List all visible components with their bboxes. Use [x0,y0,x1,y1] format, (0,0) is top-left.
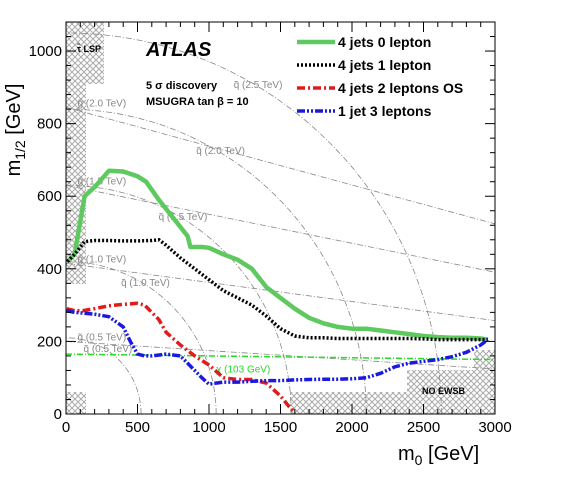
no-ewsb-region-c [474,350,495,375]
low-m12-region [66,392,86,414]
y-axis-title: m1/2 [GeV] [3,84,28,177]
squark-contour [66,261,217,414]
experiment-label: ATLAS [145,39,212,61]
squark-contour [66,32,442,414]
x-tick-label: 2500 [407,419,440,436]
gluino-contour [66,341,495,370]
squark-contour [66,108,367,414]
gluino-contour [66,184,495,273]
squark-contour [66,184,292,414]
x-axis-ticks: 0 500 1000 1500 2000 2500 3000 [62,22,512,436]
squark-contour-label: q̃ (0.5 TeV) [83,344,132,355]
mass-contours [66,32,495,414]
squark-contour-label: q̃ (1.0 TeV) [121,278,170,289]
stau-lsp-region [66,22,104,84]
legend-label-1: 4 jets 0 lepton [338,34,431,50]
y-tick-label: 800 [37,116,62,133]
x-tick-label: 2000 [335,419,368,436]
squark-contour-label: q̃ (2.0 TeV) [196,146,245,157]
series-lines [66,168,489,414]
series-line-4 [66,308,489,386]
stau-lsp-label: τ̃ LSP [76,43,101,54]
y-axis-ticks: 0 200 400 600 800 1000 [29,21,495,423]
info-line-1: 5 σ discovery [146,80,218,92]
squark-contour [66,337,142,414]
squark-contour-label: q̃ (1.5 TeV) [158,212,207,223]
higgs-label: χ (103 GeV) [216,364,270,375]
squark-contour-label: q̃ (2.5 TeV) [234,80,283,91]
gluino-contour [66,106,495,225]
y-tick-label: 600 [37,188,62,205]
series-line-2 [66,238,488,342]
x-tick-label: 500 [125,419,150,436]
x-tick-label: 0 [62,419,70,436]
x-tick-label: 3000 [478,419,511,436]
series-line-3 [66,301,297,414]
info-line-2: MSUGRA tan β = 10 [146,96,249,108]
x-tick-label: 1000 [192,419,225,436]
y-tick-label: 1000 [29,43,62,60]
no-ewsb-label: NO EWSB [422,386,466,396]
series-line-1 [66,168,489,342]
y-tick-label: 0 [54,406,62,423]
x-axis-title: m0 [GeV] [398,443,479,468]
gluino-contour-label: g̃ (1.0 TeV) [77,254,126,265]
y-tick-label: 200 [37,333,62,350]
stau-lsp-strip [66,84,86,284]
legend-label-2: 4 jets 1 lepton [338,57,431,73]
legend-label-3: 4 jets 2 leptons OS [338,80,463,96]
legend-label-4: 1 jet 3 leptons [338,103,432,119]
gluino-contour [66,262,495,322]
gluino-contour-label: g̃ (0.5 TeV) [77,332,126,343]
y-tick-label: 400 [37,261,62,278]
x-tick-label: 1500 [264,419,297,436]
excluded-regions [66,22,495,414]
gluino-contour-label: g̃ (2.0 TeV) [77,98,126,109]
legend: 4 jets 0 lepton 4 jets 1 lepton 4 jets 2 l… [297,34,463,119]
